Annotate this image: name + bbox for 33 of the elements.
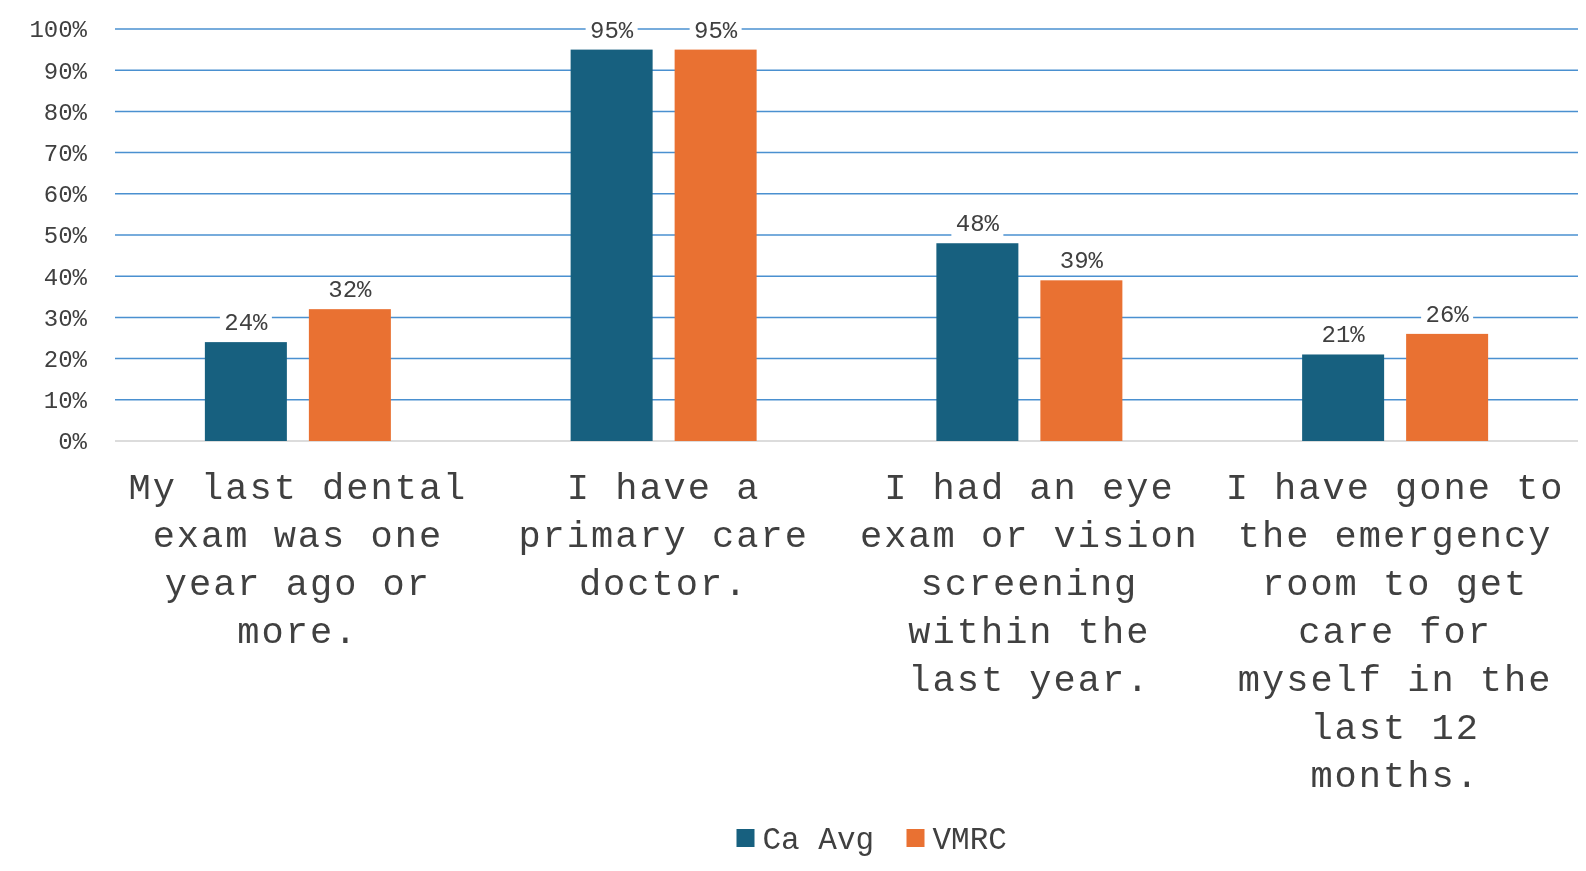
data-label: 32% bbox=[328, 277, 373, 305]
y-tick-label: 90% bbox=[43, 58, 88, 86]
bar bbox=[1406, 333, 1489, 441]
data-label: 24% bbox=[224, 310, 269, 338]
data-label: 39% bbox=[1059, 248, 1104, 276]
data-label: 26% bbox=[1425, 301, 1470, 329]
bar bbox=[570, 49, 653, 441]
data-label: 48% bbox=[955, 211, 1000, 239]
y-tick-label: 80% bbox=[43, 99, 88, 127]
x-tick-label: I have a primary care doctor. bbox=[518, 468, 809, 606]
y-tick-label: 100% bbox=[29, 17, 88, 45]
data-label: 95% bbox=[694, 17, 738, 45]
y-tick-label: 40% bbox=[43, 264, 88, 292]
data-label: 95% bbox=[590, 17, 634, 45]
x-tick-label: I had an eye exam or vision screening within the last year. bbox=[859, 468, 1199, 702]
legend-label: VMRC bbox=[932, 822, 1007, 858]
y-tick-label: 60% bbox=[43, 182, 88, 210]
y-tick-label: 10% bbox=[43, 388, 88, 416]
bar bbox=[204, 342, 287, 441]
y-tick-label: 50% bbox=[43, 223, 88, 251]
y-tick-label: 20% bbox=[43, 347, 88, 374]
bar bbox=[308, 309, 391, 441]
bar bbox=[1302, 354, 1385, 441]
bar bbox=[936, 243, 1019, 441]
y-tick-label: 70% bbox=[43, 141, 88, 168]
y-tick-label: 0% bbox=[58, 429, 88, 457]
bar bbox=[1040, 280, 1123, 441]
bar bbox=[674, 49, 757, 441]
y-tick-label: 30% bbox=[43, 305, 88, 333]
legend-label: Ca Avg bbox=[762, 822, 875, 858]
x-tick-label: My last dental exam was one year ago or more. bbox=[128, 468, 468, 654]
x-tick-label: I have gone to the emergency room to get care for myself in the last 12 months. bbox=[1225, 468, 1565, 798]
data-label: 21% bbox=[1321, 322, 1366, 350]
